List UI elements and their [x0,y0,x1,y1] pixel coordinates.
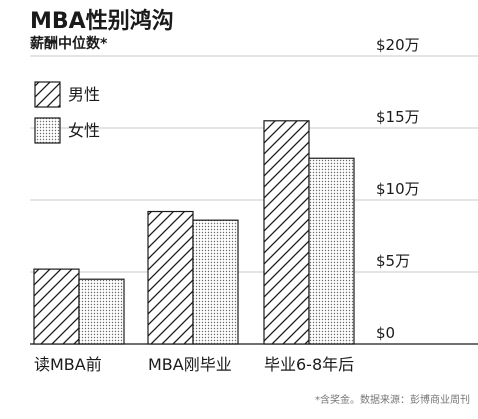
x-axis-tick-labels: 读MBA前 MBA刚毕业 毕业6-8年后 [34,355,354,374]
bar-male-2 [263,120,310,345]
bar-male-1 [147,210,194,345]
y-tick-label: $10万 [376,180,420,198]
y-tick-label: $0 [376,324,395,342]
chart-subtitle: 薪酬中位数* [30,35,108,52]
y-tick-label: $20万 [376,36,420,54]
legend-label-male: 男性 [68,85,100,104]
y-axis-tick-labels: $0 $5万 $10万 $15万 $20万 [376,36,420,342]
x-tick-label: 读MBA前 [34,355,102,374]
bar-female-1 [192,219,239,345]
chart-title: MBA性别鸿沟 [30,8,174,34]
bars [33,120,355,345]
bar-male-0 [33,268,80,345]
y-tick-label: $15万 [376,108,420,126]
x-tick-label: MBA刚毕业 [148,355,232,374]
bar-female-2 [308,157,355,345]
bar-female-0 [78,278,125,345]
x-tick-label: 毕业6-8年后 [264,355,354,374]
legend-swatch-female [34,117,61,144]
footnote: *含奖金。数据来源：彭博商业周刊 [315,393,470,406]
legend-swatch-male [34,81,61,108]
y-tick-label: $5万 [376,252,410,270]
legend-label-female: 女性 [68,121,100,140]
